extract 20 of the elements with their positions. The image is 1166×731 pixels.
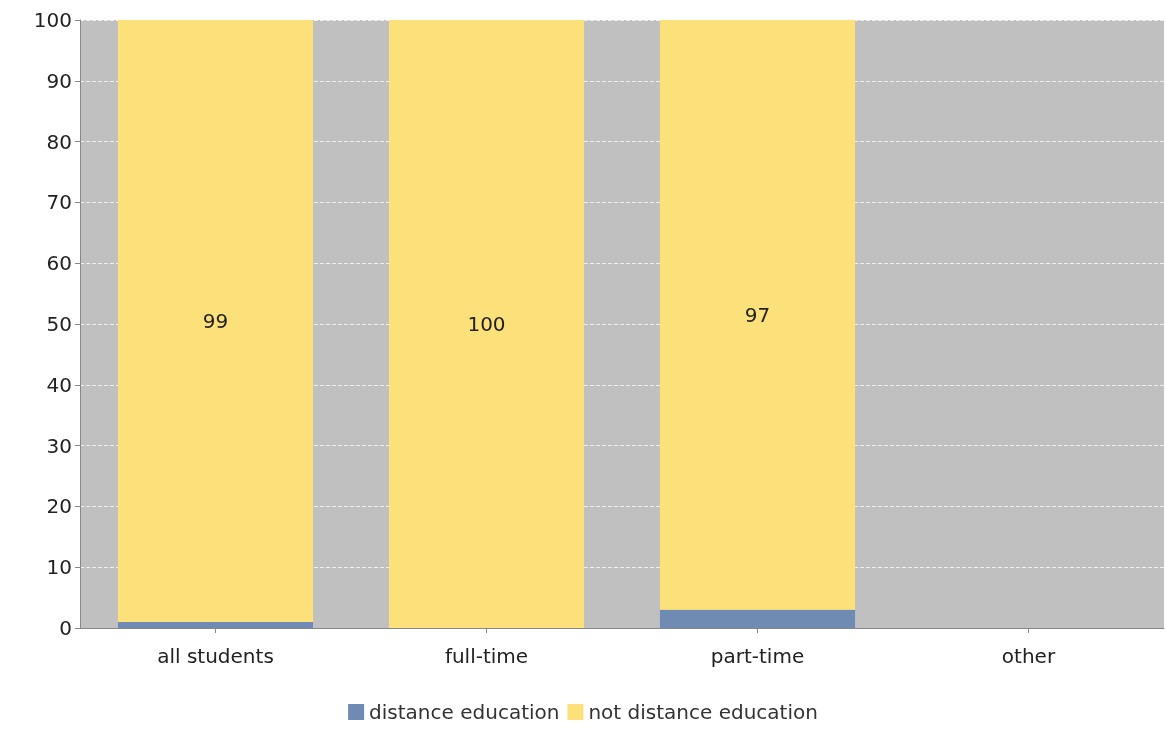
data-label: 99 <box>202 308 229 333</box>
data-label: 97 <box>744 302 771 327</box>
x-tick-label: other <box>1001 644 1056 668</box>
y-tick-label: 40 <box>46 372 72 397</box>
x-tick-label: part-time <box>710 644 805 668</box>
y-tick-label: 0 <box>59 616 72 640</box>
y-tick-label: 50 <box>46 312 72 336</box>
data-label: 100 <box>467 312 506 336</box>
y-tick-label: 60 <box>46 251 72 276</box>
legend-label: not distance education <box>588 700 818 724</box>
y-tick-label: 10 <box>46 555 72 580</box>
y-tick-label: 80 <box>46 129 72 154</box>
y-tick-label: 70 <box>46 190 72 215</box>
y-tick-label: 90 <box>46 68 72 93</box>
x-tick-label: full-time <box>444 644 529 668</box>
x-tick-label: all students <box>157 644 274 668</box>
legend-label: distance education <box>369 700 560 724</box>
y-tick-label: 100 <box>33 8 72 32</box>
y-tick-label: 20 <box>46 494 72 519</box>
y-tick-label: 30 <box>46 433 72 458</box>
